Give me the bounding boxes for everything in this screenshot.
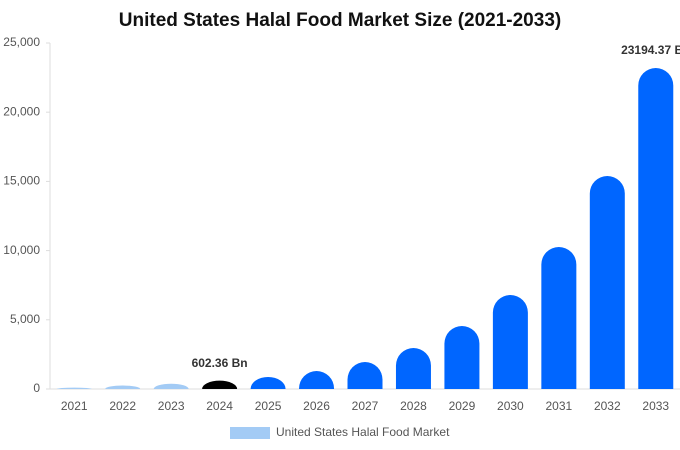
bar — [250, 376, 286, 389]
y-tick-label: 10,000 — [3, 243, 40, 257]
bar — [347, 362, 383, 389]
bar — [492, 295, 528, 389]
bar — [541, 247, 577, 389]
x-tick-label: 2031 — [545, 399, 572, 413]
bar — [395, 348, 431, 389]
bar — [202, 380, 238, 389]
bar — [444, 326, 480, 389]
bar — [299, 371, 335, 389]
y-tick-label: 25,000 — [3, 35, 40, 49]
x-tick-label: 2032 — [594, 399, 621, 413]
y-tick-label: 15,000 — [3, 174, 40, 188]
data-label: 602.36 Bn — [192, 356, 248, 370]
legend-swatch — [230, 427, 270, 439]
y-tick-label: 0 — [33, 381, 40, 395]
bar — [56, 387, 92, 389]
x-tick-label: 2025 — [255, 399, 282, 413]
x-tick-label: 2028 — [400, 399, 427, 413]
bar — [105, 385, 141, 389]
x-tick-label: 2024 — [206, 399, 233, 413]
bar — [638, 67, 674, 389]
y-tick-label: 20,000 — [3, 104, 40, 118]
x-tick-label: 2027 — [352, 399, 379, 413]
bar — [153, 383, 189, 389]
x-tick-label: 2029 — [449, 399, 476, 413]
x-tick-label: 2023 — [158, 399, 185, 413]
bar — [589, 176, 625, 389]
x-tick-label: 2021 — [61, 399, 88, 413]
x-tick-label: 2033 — [642, 399, 669, 413]
chart-title: United States Halal Food Market Size (20… — [119, 10, 561, 31]
data-label: 23194.37 Bn — [621, 43, 680, 57]
x-tick-label: 2026 — [303, 399, 330, 413]
y-tick-label: 5,000 — [10, 312, 40, 326]
x-tick-label: 2022 — [109, 399, 136, 413]
x-tick-label: 2030 — [497, 399, 524, 413]
legend-label: United States Halal Food Market — [276, 425, 450, 439]
